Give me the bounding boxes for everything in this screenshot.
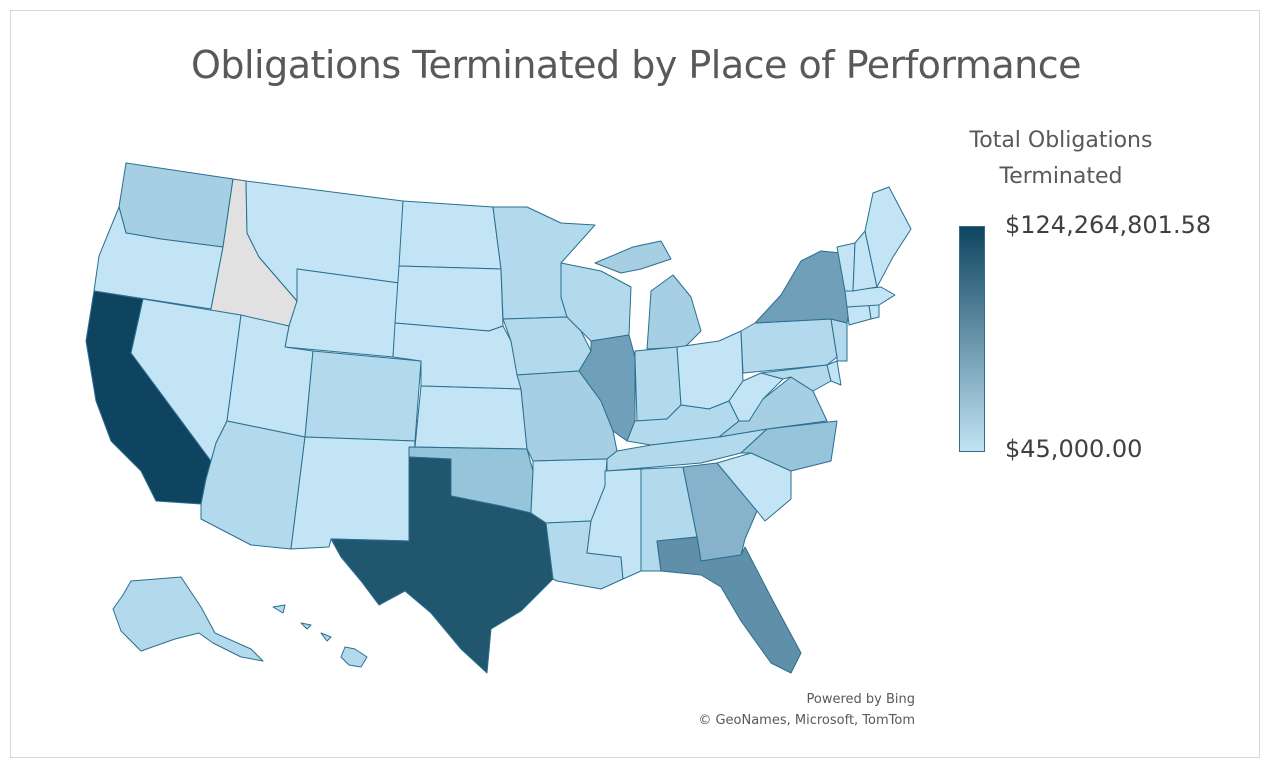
- legend-min-label: $45,000.00: [1005, 435, 1143, 463]
- state-texas[interactable]: [330, 456, 554, 674]
- state-hawaii[interactable]: [272, 604, 368, 668]
- us-state-map: [85, 162, 912, 674]
- state-alaska[interactable]: [112, 576, 264, 662]
- legend-title: Total Obligations Terminated: [941, 123, 1181, 195]
- credit-powered-by: Powered by Bing: [806, 692, 915, 707]
- state-maine[interactable]: [864, 186, 912, 288]
- legend-max-label: $124,264,801.58: [1005, 211, 1212, 239]
- state-north-dakota[interactable]: [398, 200, 502, 270]
- state-colorado[interactable]: [304, 350, 422, 442]
- credit-data-sources: © GeoNames, Microsoft, TomTom: [698, 713, 915, 728]
- state-illinois[interactable]: [578, 334, 636, 442]
- state-wyoming[interactable]: [284, 268, 400, 358]
- chart-title: Obligations Terminated by Place of Perfo…: [190, 43, 1082, 87]
- state-new-york[interactable]: [754, 250, 850, 324]
- legend-color-scale: [959, 226, 985, 452]
- state-kansas[interactable]: [414, 385, 528, 450]
- state-rhode-island[interactable]: [868, 304, 880, 320]
- state-florida[interactable]: [656, 536, 802, 674]
- map-credits: Powered by Bing © GeoNames, Microsoft, T…: [571, 689, 915, 731]
- map-chart-frame: Obligations Terminated by Place of Perfo…: [10, 10, 1260, 758]
- legend-title-line2: Terminated: [999, 164, 1123, 189]
- state-indiana[interactable]: [634, 346, 682, 422]
- state-new-mexico[interactable]: [290, 436, 416, 550]
- state-south-dakota[interactable]: [394, 265, 504, 332]
- state-pennsylvania[interactable]: [740, 318, 838, 374]
- state-west-virginia[interactable]: [728, 372, 784, 422]
- state-michigan-upper[interactable]: [594, 240, 672, 274]
- state-michigan-lower[interactable]: [646, 274, 702, 350]
- state-delaware[interactable]: [826, 360, 842, 386]
- legend-title-line1: Total Obligations: [969, 128, 1153, 153]
- state-connecticut[interactable]: [846, 304, 872, 326]
